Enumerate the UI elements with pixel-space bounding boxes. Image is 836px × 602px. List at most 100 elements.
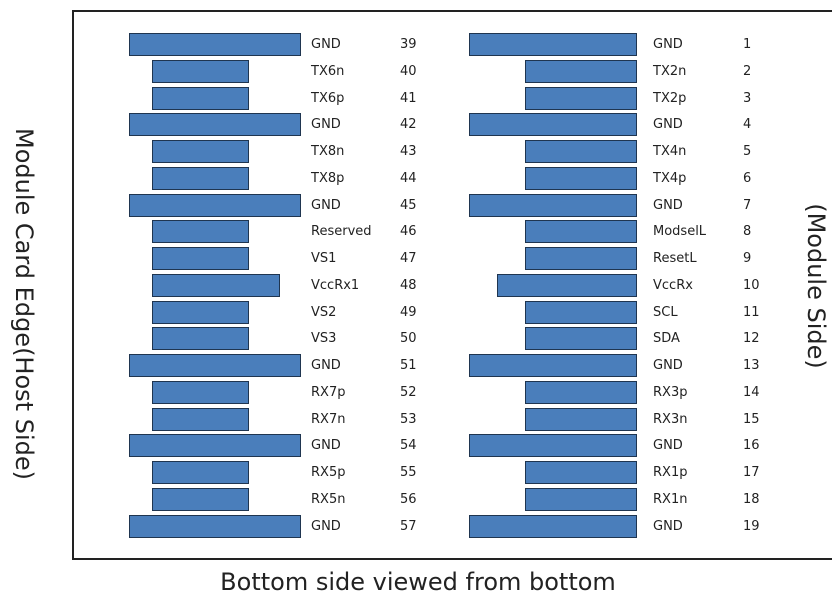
right-pad-14	[525, 380, 637, 404]
right-signal-7: GND	[653, 197, 683, 213]
left-pad-41	[152, 86, 249, 110]
right-pad-4	[469, 113, 637, 137]
right-signal-13: GND	[653, 358, 683, 373]
diagram-frame	[72, 10, 832, 560]
left-signal-41: TX6p	[311, 90, 345, 106]
right-signal-19: GND	[653, 518, 683, 534]
right-pad-8	[525, 220, 637, 244]
left-pin-number-43: 43	[400, 144, 417, 159]
left-pin-number-42: 42	[400, 117, 417, 133]
right-pin-number-4: 4	[743, 117, 752, 133]
left-pin-number-49: 49	[400, 304, 417, 320]
left-signal-53: RX7n	[311, 411, 346, 427]
left-pin-number-47: 47	[400, 251, 417, 266]
left-pad-55	[152, 461, 249, 484]
left-pin-number-50: 50	[400, 331, 417, 347]
left-pad-39	[129, 33, 301, 56]
right-signal-3: TX2p	[653, 90, 687, 106]
left-signal-39: GND	[311, 37, 341, 52]
right-signal-11: SCL	[653, 304, 678, 320]
right-pad-3	[525, 86, 637, 110]
right-pin-number-18: 18	[743, 491, 760, 507]
left-signal-45: GND	[311, 197, 341, 213]
left-signal-50: VS3	[311, 331, 337, 347]
right-pin-number-7: 7	[743, 197, 752, 213]
right-signal-10: VccRx	[653, 277, 693, 293]
right-pin-number-11: 11	[743, 304, 760, 320]
right-signal-9: ResetL	[653, 251, 697, 266]
right-pad-17	[525, 461, 637, 484]
right-pin-number-12: 12	[743, 331, 760, 347]
left-pin-number-46: 46	[400, 224, 417, 240]
left-pin-number-55: 55	[400, 465, 417, 480]
right-pad-2	[525, 59, 637, 83]
left-pad-43	[152, 140, 249, 163]
right-pad-6	[525, 166, 637, 190]
left-pad-46	[152, 220, 249, 244]
right-pad-10	[497, 273, 637, 297]
right-pin-number-15: 15	[743, 411, 760, 427]
left-signal-49: VS2	[311, 304, 337, 320]
left-pad-52	[152, 380, 249, 404]
right-pad-16	[469, 434, 637, 458]
right-pad-9	[525, 247, 637, 270]
right-signal-1: GND	[653, 37, 683, 52]
left-pad-47	[152, 247, 249, 270]
left-signal-46: Reserved	[311, 224, 372, 240]
left-signal-42: GND	[311, 117, 341, 133]
right-pin-number-14: 14	[743, 384, 760, 400]
right-signal-17: RX1p	[653, 465, 688, 480]
right-pin-number-10: 10	[743, 277, 760, 293]
right-pin-number-9: 9	[743, 251, 752, 266]
right-pin-number-17: 17	[743, 465, 760, 480]
left-signal-54: GND	[311, 438, 341, 454]
left-pad-56	[152, 487, 249, 511]
left-signal-51: GND	[311, 358, 341, 373]
left-pad-42	[129, 113, 301, 137]
right-pad-1	[469, 33, 637, 56]
module-side-label: (Module Side)	[802, 203, 830, 369]
left-signal-55: RX5p	[311, 465, 346, 480]
left-signal-47: VS1	[311, 251, 337, 266]
right-pad-13	[469, 354, 637, 377]
right-pad-7	[469, 193, 637, 217]
left-pin-number-39: 39	[400, 37, 417, 52]
left-pin-number-53: 53	[400, 411, 417, 427]
left-signal-44: TX8p	[311, 170, 345, 186]
right-pin-number-5: 5	[743, 144, 752, 159]
left-pin-number-56: 56	[400, 491, 417, 507]
right-pin-number-16: 16	[743, 438, 760, 454]
left-pin-number-54: 54	[400, 438, 417, 454]
right-pad-15	[525, 407, 637, 431]
left-signal-48: VccRx1	[311, 277, 360, 293]
right-pad-18	[525, 487, 637, 511]
right-pin-number-19: 19	[743, 518, 760, 534]
left-pad-44	[152, 166, 249, 190]
left-signal-40: TX6n	[311, 63, 345, 79]
left-pad-40	[152, 59, 249, 83]
left-pad-49	[152, 300, 249, 324]
left-signal-56: RX5n	[311, 491, 346, 507]
right-pad-19	[469, 514, 637, 538]
left-pin-number-48: 48	[400, 277, 417, 293]
right-signal-2: TX2n	[653, 63, 687, 79]
left-pad-54	[129, 434, 301, 458]
right-pad-12	[525, 327, 637, 351]
right-signal-12: SDA	[653, 331, 680, 347]
right-signal-8: ModselL	[653, 224, 707, 240]
left-pad-53	[152, 407, 249, 431]
right-pin-number-13: 13	[743, 358, 760, 373]
left-pin-number-44: 44	[400, 170, 417, 186]
right-signal-4: GND	[653, 117, 683, 133]
right-signal-5: TX4n	[653, 144, 687, 159]
bottom-caption: Bottom side viewed from bottom	[220, 568, 616, 596]
right-signal-15: RX3n	[653, 411, 688, 427]
left-pad-51	[129, 354, 301, 377]
host-side-label: Module Card Edge(Host Side)	[10, 128, 38, 480]
left-signal-57: GND	[311, 518, 341, 534]
right-signal-18: RX1n	[653, 491, 688, 507]
right-signal-14: RX3p	[653, 384, 688, 400]
left-pin-number-40: 40	[400, 63, 417, 79]
right-pin-number-3: 3	[743, 90, 752, 106]
left-pad-57	[129, 514, 301, 538]
